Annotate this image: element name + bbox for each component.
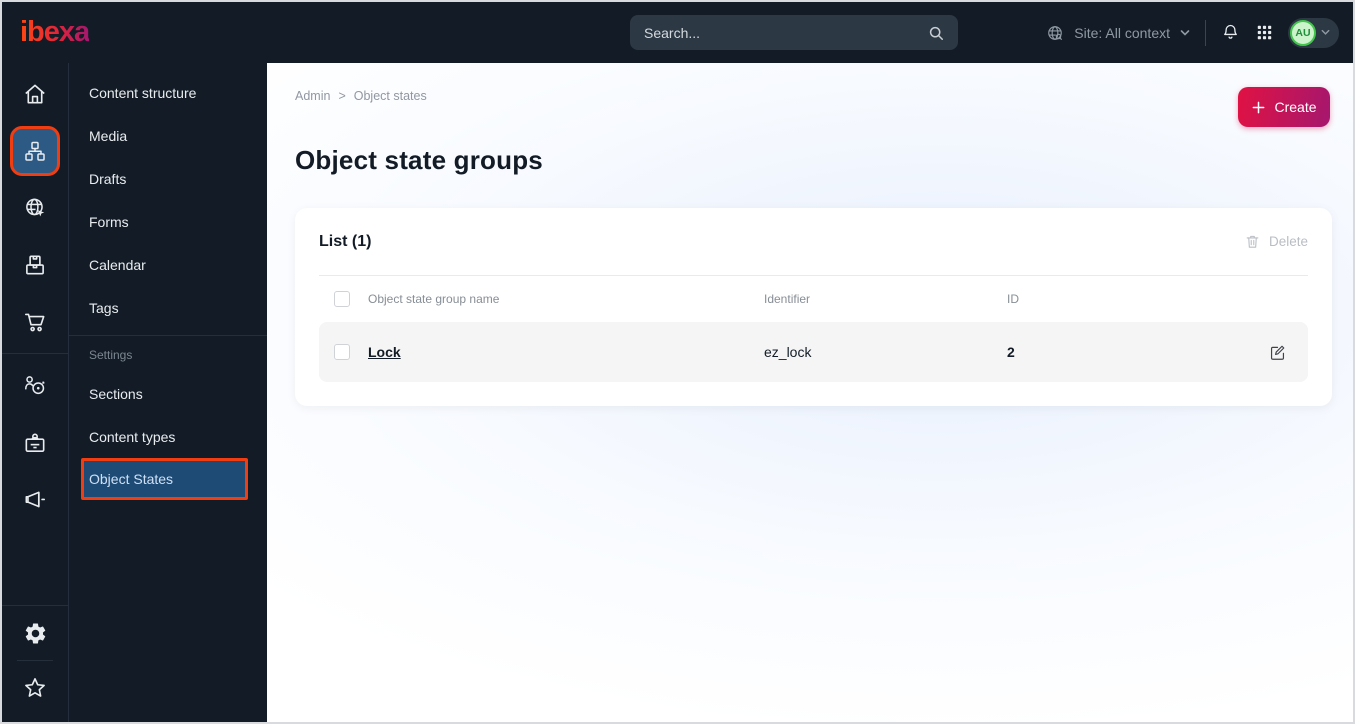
breadcrumb: Admin > Object states: [295, 89, 427, 103]
breadcrumb-separator: >: [338, 89, 346, 103]
boxes-icon: [22, 252, 48, 278]
rail-item-commerce[interactable]: [2, 293, 68, 350]
rail-item-dashboard[interactable]: [2, 65, 68, 122]
sidebar-menu: Content structure Media Drafts Forms Cal…: [69, 63, 267, 722]
ibexa-logo[interactable]: ibexa: [20, 16, 90, 48]
notifications-button[interactable]: [1220, 22, 1241, 43]
page-title: Object state groups: [295, 145, 543, 175]
active-rail-highlight: [10, 125, 60, 176]
global-search[interactable]: [630, 15, 958, 50]
delete-button[interactable]: Delete: [1244, 233, 1308, 250]
settings-section-header: Settings: [89, 348, 133, 362]
rail-item-settings[interactable]: [2, 609, 68, 657]
column-header-name: Object state group name: [368, 292, 500, 306]
user-menu[interactable]: AU: [1288, 17, 1339, 48]
topbar-divider: [1205, 19, 1206, 46]
rail-bottom: [2, 602, 68, 722]
edit-button[interactable]: [1268, 343, 1308, 362]
sidebar-item-calendar[interactable]: Calendar: [89, 256, 146, 273]
rail-divider: [2, 605, 68, 606]
icon-rail: [2, 63, 69, 722]
sidebar-item-content-types[interactable]: Content types: [89, 428, 176, 445]
sitemap-icon: [23, 139, 47, 163]
search-icon[interactable]: [926, 23, 946, 43]
rail-item-corporate[interactable]: [2, 414, 68, 471]
main-content: Admin > Object states Create Object stat…: [267, 63, 1353, 722]
globe-cursor-icon: [22, 195, 48, 221]
sidebar-item-tags[interactable]: Tags: [89, 299, 119, 316]
star-icon: [22, 675, 48, 701]
rail-item-personalization[interactable]: [2, 357, 68, 414]
app-grid-icon: [1255, 23, 1274, 42]
row-id: 2: [1007, 344, 1015, 360]
plus-icon: [1251, 100, 1266, 115]
rail-item-favorites[interactable]: [2, 664, 68, 712]
globe-search-icon: [1045, 23, 1065, 43]
create-button-label: Create: [1274, 99, 1317, 115]
rail-item-site[interactable]: [2, 179, 68, 236]
row-checkbox[interactable]: [334, 344, 350, 360]
megaphone-icon: [22, 487, 48, 513]
table-header: Object state group name Identifier ID: [319, 276, 1308, 322]
app-switcher-button[interactable]: [1255, 23, 1274, 42]
delete-button-label: Delete: [1268, 234, 1308, 249]
breadcrumb-object-states: Object states: [353, 89, 427, 103]
search-input[interactable]: [644, 24, 926, 41]
menu-divider: [69, 335, 267, 336]
rail-item-campaigns[interactable]: [2, 471, 68, 528]
rail-divider: [2, 353, 68, 354]
id-badge-icon: [22, 430, 48, 456]
topbar-actions: Site: All context AU: [1045, 17, 1339, 48]
chevron-down-icon: [1320, 27, 1331, 38]
person-target-icon: [22, 373, 48, 399]
chevron-down-icon: [1179, 27, 1191, 39]
bell-icon: [1220, 22, 1241, 43]
home-icon: [22, 81, 48, 107]
row-identifier: ez_lock: [764, 344, 812, 360]
gear-icon: [23, 621, 48, 646]
rail-divider-short: [17, 660, 53, 661]
list-title: List (1): [319, 232, 372, 250]
sidebar-item-forms[interactable]: Forms: [89, 213, 129, 230]
list-card: List (1) Delete Object state group name …: [295, 208, 1332, 406]
trash-icon: [1244, 233, 1261, 250]
table-row: Lock ez_lock 2: [319, 322, 1308, 382]
site-context-label: Site: All context: [1074, 24, 1170, 41]
sidebar-item-media[interactable]: Media: [89, 127, 128, 144]
cart-icon: [22, 309, 48, 335]
column-header-id: ID: [1007, 292, 1019, 306]
create-button[interactable]: Create: [1238, 87, 1330, 127]
breadcrumb-admin[interactable]: Admin: [295, 89, 331, 103]
sidebar-item-sections[interactable]: Sections: [89, 385, 143, 402]
rail-item-content[interactable]: [2, 122, 68, 179]
edit-icon: [1268, 343, 1287, 362]
sidebar-item-drafts[interactable]: Drafts: [89, 170, 127, 187]
site-context-selector[interactable]: Site: All context: [1045, 23, 1191, 43]
select-all-checkbox[interactable]: [334, 291, 350, 307]
topbar: ibexa Site: All context: [2, 2, 1353, 63]
sidebar-item-content-structure[interactable]: Content structure: [89, 84, 197, 101]
avatar: AU: [1290, 19, 1316, 46]
row-name-link[interactable]: Lock: [368, 344, 401, 360]
rail-item-storage[interactable]: [2, 236, 68, 293]
sidebar-item-object-states[interactable]: Object States: [81, 458, 248, 500]
column-header-identifier: Identifier: [764, 292, 811, 306]
